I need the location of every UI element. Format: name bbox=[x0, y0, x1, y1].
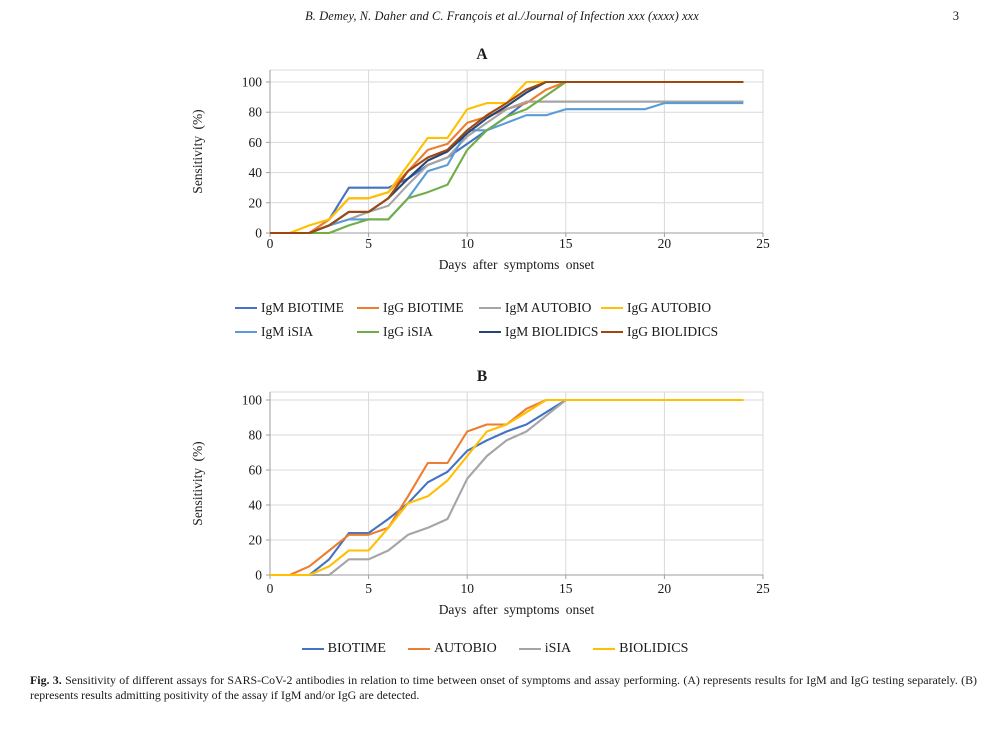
y-axis-label: Sensitivity (%) bbox=[190, 441, 205, 525]
x-tick-label: 25 bbox=[756, 581, 770, 596]
legend-swatch-igg-autobio bbox=[601, 307, 623, 309]
legend-item-biolidics: BIOLIDICS bbox=[593, 641, 688, 657]
legend-item-igg-biolidics: IgG BIOLIDICS bbox=[601, 320, 741, 344]
y-tick-label: 80 bbox=[249, 428, 263, 443]
legend-swatch-autobio bbox=[407, 648, 430, 650]
legend-item-biotime: BIOTIME bbox=[301, 641, 386, 657]
figure-panel-a-line-chart: A 0 5 10 15 20 25 0 20 40 60 80 100 Days after sympto… bbox=[190, 46, 770, 272]
legend-item-igm-biolidics: IgM BIOLIDICS bbox=[479, 320, 601, 344]
legend-swatch-igm-biotime bbox=[235, 307, 257, 309]
legend-label-igg-biotime: IgG BIOTIME bbox=[383, 300, 464, 315]
legend-swatch-biotime bbox=[301, 648, 324, 650]
series-line-biotime bbox=[270, 398, 744, 577]
series-lines bbox=[270, 80, 744, 235]
series-line-igg-autobio bbox=[270, 80, 744, 235]
x-tick-label: 20 bbox=[658, 236, 672, 251]
gridlines bbox=[270, 391, 764, 575]
x-tick-label: 0 bbox=[267, 581, 274, 596]
legend-swatch-igg-biolidics bbox=[601, 331, 623, 333]
legend-label-igg-autobio: IgG AUTOBIO bbox=[627, 300, 712, 315]
x-tick-label: 0 bbox=[267, 236, 274, 251]
legend-item-igg-biotime: IgG BIOTIME bbox=[357, 296, 479, 320]
y-tick-label: 100 bbox=[242, 75, 263, 90]
series-line-biolidics bbox=[270, 398, 744, 577]
legend-label-igm-isia: IgM iSIA bbox=[261, 324, 314, 339]
legend-panel-b: BIOTIME AUTOBIO iSIA BIOLIDICS bbox=[0, 641, 990, 657]
caption-label: Fig. 3. bbox=[30, 673, 66, 687]
legend-label-igm-biolidics: IgM BIOLIDICS bbox=[505, 324, 599, 339]
legend-item-autobio: AUTOBIO bbox=[407, 641, 497, 657]
caption-text: Sensitivity of different assays for SARS… bbox=[30, 673, 977, 702]
x-tick-label: 15 bbox=[559, 581, 573, 596]
legend-panel-a: IgM BIOTIME IgG BIOTIME IgM AUTOBIO IgG AUT… bbox=[235, 296, 741, 344]
legend-label-biotime: BIOTIME bbox=[327, 641, 386, 656]
y-tick-label: 60 bbox=[249, 135, 263, 150]
legend-swatch-igg-isia bbox=[357, 331, 379, 333]
series-line-igm-autobio bbox=[270, 100, 744, 235]
x-axis-label: Days after symptoms onset bbox=[439, 257, 595, 272]
panel-title-a: A bbox=[476, 46, 488, 63]
legend-item-isia: iSIA bbox=[518, 641, 572, 657]
x-axis-label: Days after symptoms onset bbox=[439, 602, 595, 617]
legend-label-autobio: AUTOBIO bbox=[433, 641, 497, 656]
legend-item-igm-isia: IgM iSIA bbox=[235, 320, 357, 344]
legend-label-igg-biolidics: IgG BIOLIDICS bbox=[627, 324, 719, 339]
x-tick-label: 10 bbox=[460, 581, 474, 596]
legend-label-igm-autobio: IgM AUTOBIO bbox=[505, 300, 592, 315]
running-head: B. Demey, N. Daher and C. François et al… bbox=[305, 9, 699, 23]
y-tick-label: 20 bbox=[249, 195, 263, 210]
panel-title-b: B bbox=[477, 368, 487, 385]
legend-item-igg-isia: IgG iSIA bbox=[357, 320, 479, 344]
figure-caption: Fig. 3. Sensitivity of different assays … bbox=[30, 673, 977, 703]
figure-panel-b-line-chart: B 0 5 10 15 20 25 0 20 40 60 80 100 Days after sympto… bbox=[190, 368, 770, 617]
series-line-igm-isia bbox=[270, 102, 744, 235]
legend-item-igg-autobio: IgG AUTOBIO bbox=[601, 296, 741, 320]
y-tick-label: 80 bbox=[249, 105, 263, 120]
legend-swatch-igg-biotime bbox=[357, 307, 379, 309]
series-line-autobio bbox=[270, 398, 744, 577]
series-line-igg-isia bbox=[270, 80, 744, 235]
legend-label-igm-biotime: IgM BIOTIME bbox=[261, 300, 344, 315]
legend-item-igm-biotime: IgM BIOTIME bbox=[235, 296, 357, 320]
axes bbox=[266, 70, 764, 237]
legend-swatch-igm-biolidics bbox=[479, 331, 501, 333]
page-number: 3 bbox=[952, 9, 959, 23]
legend-swatch-igm-autobio bbox=[479, 307, 501, 309]
legend-swatch-igm-isia bbox=[235, 331, 257, 333]
series-line-igm-biolidics bbox=[270, 80, 744, 235]
x-tick-label: 15 bbox=[559, 236, 573, 251]
series-line-isia bbox=[270, 398, 744, 577]
series-line-igg-biolidics bbox=[270, 80, 744, 235]
axes bbox=[266, 392, 764, 579]
y-tick-label: 100 bbox=[242, 393, 263, 408]
x-tick-label: 25 bbox=[756, 236, 770, 251]
x-tick-label: 10 bbox=[460, 236, 474, 251]
legend-label-igg-isia: IgG iSIA bbox=[383, 324, 433, 339]
y-tick-label: 40 bbox=[249, 165, 263, 180]
legend-label-biolidics: BIOLIDICS bbox=[619, 641, 689, 656]
series-line-igm-biotime bbox=[270, 100, 744, 235]
y-axis-label: Sensitivity (%) bbox=[190, 109, 205, 193]
y-tick-label: 0 bbox=[255, 568, 262, 583]
y-tick-label: 20 bbox=[249, 533, 263, 548]
y-tick-label: 0 bbox=[255, 226, 262, 241]
y-tick-label: 40 bbox=[249, 498, 263, 513]
legend-item-igm-autobio: IgM AUTOBIO bbox=[479, 296, 601, 320]
series-line-igg-biotime bbox=[270, 80, 744, 235]
x-tick-label: 5 bbox=[365, 236, 372, 251]
x-tick-label: 5 bbox=[365, 581, 372, 596]
gridlines bbox=[270, 69, 764, 233]
x-tick-label: 20 bbox=[658, 581, 672, 596]
legend-swatch-isia bbox=[518, 648, 541, 650]
y-tick-label: 60 bbox=[249, 463, 263, 478]
legend-swatch-biolidics bbox=[593, 648, 616, 650]
series-lines bbox=[270, 398, 744, 577]
legend-label-isia: iSIA bbox=[544, 641, 572, 656]
